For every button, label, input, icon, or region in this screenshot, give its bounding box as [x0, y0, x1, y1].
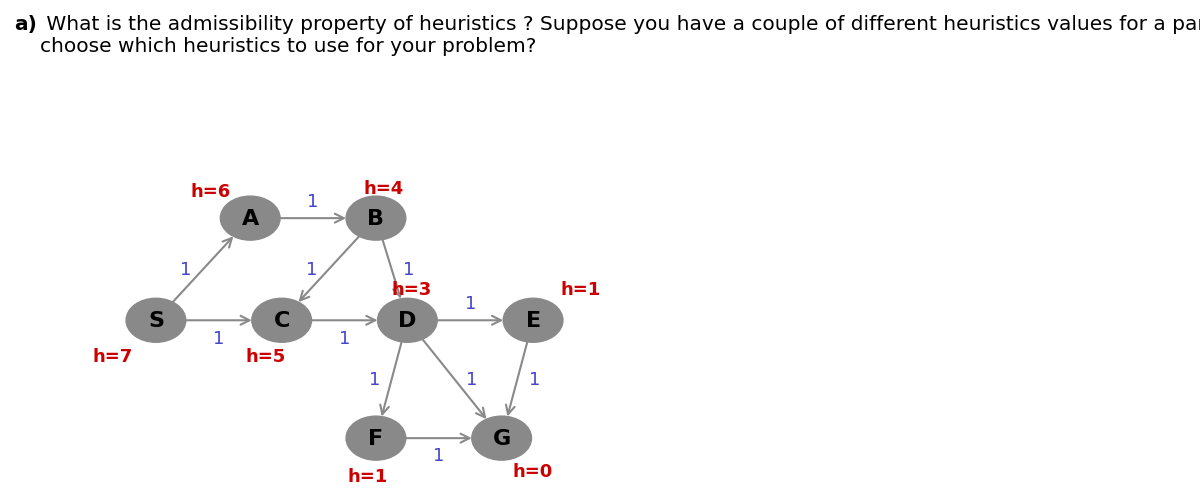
Text: 1: 1	[403, 261, 415, 279]
Ellipse shape	[252, 299, 312, 343]
Text: 1: 1	[433, 446, 444, 464]
Text: 1: 1	[214, 329, 224, 347]
Ellipse shape	[472, 416, 532, 460]
Text: h=6: h=6	[191, 182, 232, 200]
Ellipse shape	[346, 416, 406, 460]
Text: h=1: h=1	[348, 467, 388, 485]
Text: A: A	[241, 209, 259, 228]
Text: h=7: h=7	[92, 347, 133, 365]
Text: F: F	[368, 428, 384, 448]
Text: S: S	[148, 311, 164, 331]
Text: 1: 1	[307, 192, 319, 210]
Ellipse shape	[378, 299, 437, 343]
Text: D: D	[398, 311, 416, 331]
Ellipse shape	[126, 299, 186, 343]
Text: h=5: h=5	[246, 347, 286, 365]
Text: E: E	[526, 311, 541, 331]
Text: h=4: h=4	[364, 180, 404, 198]
Ellipse shape	[503, 299, 563, 343]
Ellipse shape	[221, 197, 280, 240]
Text: B: B	[367, 209, 384, 228]
Text: h=3: h=3	[391, 280, 432, 298]
Text: a): a)	[14, 15, 37, 34]
Text: h=1: h=1	[560, 280, 600, 298]
Text: 1: 1	[306, 261, 317, 279]
Text: h=0: h=0	[512, 462, 553, 480]
Text: What is the admissibility property of heuristics ? Suppose you have a couple of : What is the admissibility property of he…	[40, 15, 1200, 56]
Text: 1: 1	[466, 370, 478, 388]
Text: 1: 1	[368, 370, 380, 388]
Text: G: G	[492, 428, 511, 448]
Text: 1: 1	[180, 261, 192, 279]
Text: 1: 1	[338, 329, 350, 347]
Text: 1: 1	[529, 370, 540, 388]
Text: 1: 1	[464, 295, 476, 312]
Text: C: C	[274, 311, 290, 331]
Ellipse shape	[346, 197, 406, 240]
